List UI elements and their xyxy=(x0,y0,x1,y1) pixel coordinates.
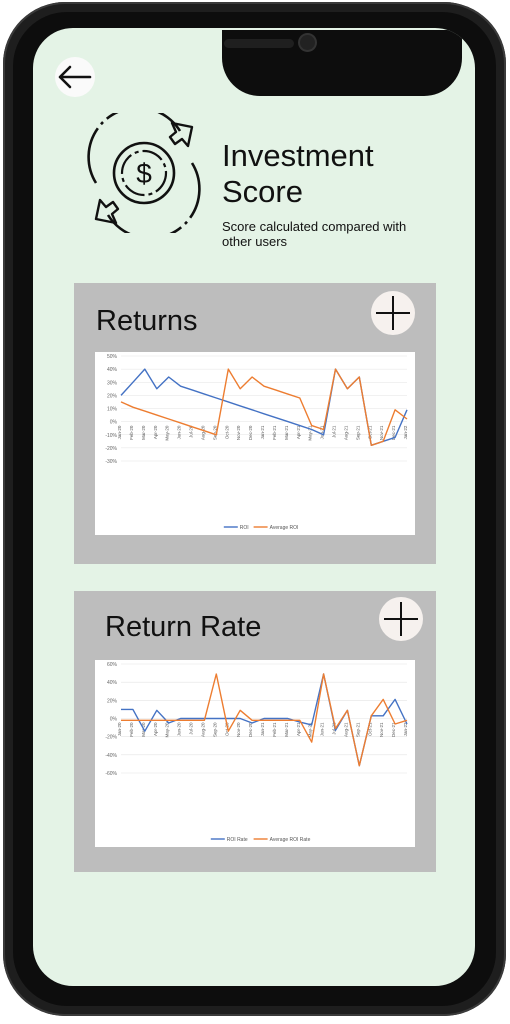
y-tick-label: 20% xyxy=(107,393,118,399)
series-line-1 xyxy=(121,673,408,767)
svg-text:$: $ xyxy=(136,158,152,189)
x-tick-label: Feb-21 xyxy=(272,722,277,737)
x-tick-label: Jul-20 xyxy=(189,425,194,438)
x-tick-label: Jan-22 xyxy=(403,425,408,439)
x-tick-label: Nov-20 xyxy=(236,425,241,440)
return-rate-card: Return Rate 60% 40% 20% 0% -20% -40% -60% Jan-2… xyxy=(74,591,436,872)
x-tick-label: Sep-20 xyxy=(212,425,217,440)
y-tick-label: -10% xyxy=(105,433,117,439)
x-tick-label: Dec-20 xyxy=(248,722,253,737)
x-tick-label: Jan-20 xyxy=(117,722,122,736)
return-rate-chart: 60% 40% 20% 0% -20% -40% -60% Jan-20 Feb-20 Mar-2… xyxy=(95,660,415,847)
x-tick-label: Aug-20 xyxy=(200,425,205,440)
x-tick-label: May-20 xyxy=(165,425,170,441)
x-tick-label: Apr-21 xyxy=(296,722,301,736)
x-tick-label: Mar-21 xyxy=(284,722,289,737)
y-tick-label: 0% xyxy=(110,717,118,723)
x-tick-label: Dec-21 xyxy=(391,425,396,440)
arrow-left-icon xyxy=(58,65,92,89)
legend-label: Average ROI Rate xyxy=(270,837,311,843)
x-tick-label: Aug-21 xyxy=(343,722,348,737)
y-tick-label: -20% xyxy=(105,735,117,741)
x-tick-label: Jul-21 xyxy=(332,425,337,438)
x-tick-label: Nov-21 xyxy=(379,722,384,737)
x-tick-label: Sep-21 xyxy=(355,722,360,737)
x-tick-label: Jun-21 xyxy=(320,425,325,439)
x-tick-label: Sep-21 xyxy=(355,425,360,440)
x-tick-label: Aug-21 xyxy=(343,425,348,440)
x-tick-label: Apr-20 xyxy=(153,722,158,736)
y-tick-label: -30% xyxy=(105,459,117,465)
y-tick-label: 50% xyxy=(107,354,118,360)
back-button[interactable] xyxy=(55,57,95,97)
y-tick-label: -60% xyxy=(105,771,117,777)
legend-label: Average ROI xyxy=(270,525,299,531)
x-tick-label: Jan-20 xyxy=(117,425,122,439)
legend-label: ROI xyxy=(240,525,249,531)
y-tick-label: 10% xyxy=(107,407,118,413)
front-camera xyxy=(300,35,315,50)
x-tick-label: Jul-20 xyxy=(189,722,194,735)
y-tick-label: 40% xyxy=(107,680,118,686)
plus-icon[interactable] xyxy=(379,597,423,641)
returns-card: Returns 50% 40% 30% 20% 10% 0% -10% -20% -30% Jan… xyxy=(74,283,436,564)
y-tick-label: -20% xyxy=(105,446,117,452)
y-tick-label: -40% xyxy=(105,753,117,759)
x-tick-label: Apr-20 xyxy=(153,425,158,439)
x-tick-label: Jun-20 xyxy=(177,722,182,736)
x-tick-label: May-21 xyxy=(308,425,313,441)
x-tick-label: Mar-21 xyxy=(284,425,289,440)
x-tick-label: Apr-21 xyxy=(296,425,301,439)
y-tick-label: 20% xyxy=(107,698,118,704)
x-tick-label: Dec-21 xyxy=(391,722,396,737)
y-tick-label: 60% xyxy=(107,662,118,668)
x-tick-label: Feb-20 xyxy=(129,425,134,440)
y-tick-label: 30% xyxy=(107,380,118,386)
x-tick-label: Mar-20 xyxy=(141,425,146,440)
card-title-return-rate: Return Rate xyxy=(105,611,262,643)
x-tick-label: Nov-20 xyxy=(236,722,241,737)
x-tick-label: Oct-20 xyxy=(224,425,229,439)
page-subtitle: Score calculated compared with other use… xyxy=(222,219,407,249)
plus-icon[interactable] xyxy=(371,291,415,335)
returns-chart: 50% 40% 30% 20% 10% 0% -10% -20% -30% Jan-20 Feb-2… xyxy=(95,352,415,535)
x-tick-label: Jun-20 xyxy=(177,425,182,439)
x-tick-label: Nov-21 xyxy=(379,425,384,440)
y-tick-label: 40% xyxy=(107,367,118,373)
x-tick-label: Oct-20 xyxy=(224,722,229,736)
x-tick-label: Jan-21 xyxy=(260,722,265,736)
dollar-exchange-cycle-icon: $ xyxy=(87,113,201,233)
page-title: Investment Score xyxy=(222,138,374,209)
x-tick-label: Aug-20 xyxy=(200,722,205,737)
x-tick-label: May-20 xyxy=(165,722,170,738)
card-title-returns: Returns xyxy=(96,305,198,337)
legend-label: ROI Rate xyxy=(227,837,248,843)
x-tick-label: Jul-21 xyxy=(332,722,337,735)
x-tick-label: Feb-20 xyxy=(129,722,134,737)
speaker xyxy=(224,39,294,48)
x-tick-label: Jan-21 xyxy=(260,425,265,439)
x-tick-label: Sep-20 xyxy=(212,722,217,737)
x-tick-label: Jun-21 xyxy=(320,722,325,736)
x-tick-label: May-21 xyxy=(308,722,313,738)
x-tick-label: Dec-20 xyxy=(248,425,253,440)
x-tick-label: Oct-21 xyxy=(367,722,372,736)
x-tick-label: Oct-21 xyxy=(367,425,372,439)
x-tick-label: Feb-21 xyxy=(272,425,277,440)
x-tick-label: Jan-22 xyxy=(403,722,408,736)
series-line-1 xyxy=(120,368,408,447)
y-tick-label: 0% xyxy=(110,420,118,426)
